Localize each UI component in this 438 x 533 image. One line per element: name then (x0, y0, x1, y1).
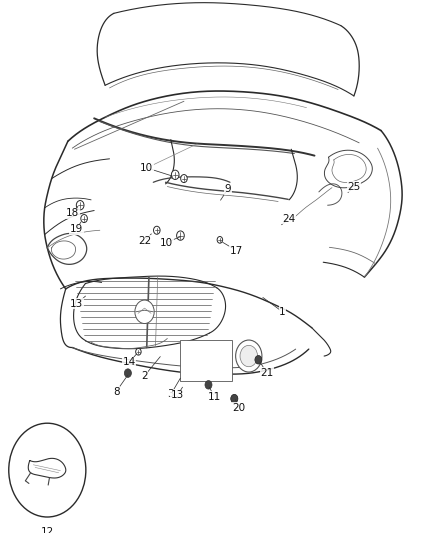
Text: 17: 17 (230, 246, 243, 255)
Text: 21: 21 (261, 368, 274, 378)
Circle shape (124, 369, 131, 377)
Text: 8: 8 (113, 387, 120, 397)
Circle shape (240, 345, 258, 367)
Text: 1: 1 (279, 307, 286, 317)
Circle shape (217, 237, 223, 243)
Circle shape (177, 231, 184, 240)
Circle shape (236, 340, 262, 372)
Circle shape (255, 356, 261, 364)
Text: 20: 20 (232, 403, 245, 413)
Text: 14: 14 (123, 358, 136, 367)
Text: 12: 12 (41, 527, 54, 533)
Text: 24: 24 (283, 214, 296, 223)
Circle shape (9, 423, 86, 517)
Text: 13: 13 (70, 299, 83, 309)
Text: 3: 3 (167, 390, 174, 399)
Circle shape (153, 227, 160, 235)
Text: 13: 13 (171, 391, 184, 400)
Text: 25: 25 (347, 182, 360, 191)
Circle shape (180, 175, 187, 182)
Circle shape (255, 356, 262, 364)
Text: 10: 10 (160, 238, 173, 247)
Text: 22: 22 (138, 236, 151, 246)
Circle shape (231, 394, 237, 403)
Circle shape (81, 215, 87, 223)
Text: 19: 19 (70, 224, 83, 234)
Circle shape (171, 170, 179, 180)
Text: 11: 11 (208, 392, 221, 402)
Circle shape (205, 381, 212, 389)
Text: 18: 18 (66, 208, 79, 218)
Circle shape (231, 394, 238, 403)
Circle shape (135, 300, 154, 324)
Text: 10: 10 (140, 163, 153, 173)
FancyBboxPatch shape (180, 340, 232, 381)
Circle shape (76, 200, 84, 210)
Circle shape (136, 349, 141, 355)
Text: 9: 9 (224, 184, 231, 194)
Text: 2: 2 (141, 371, 148, 381)
